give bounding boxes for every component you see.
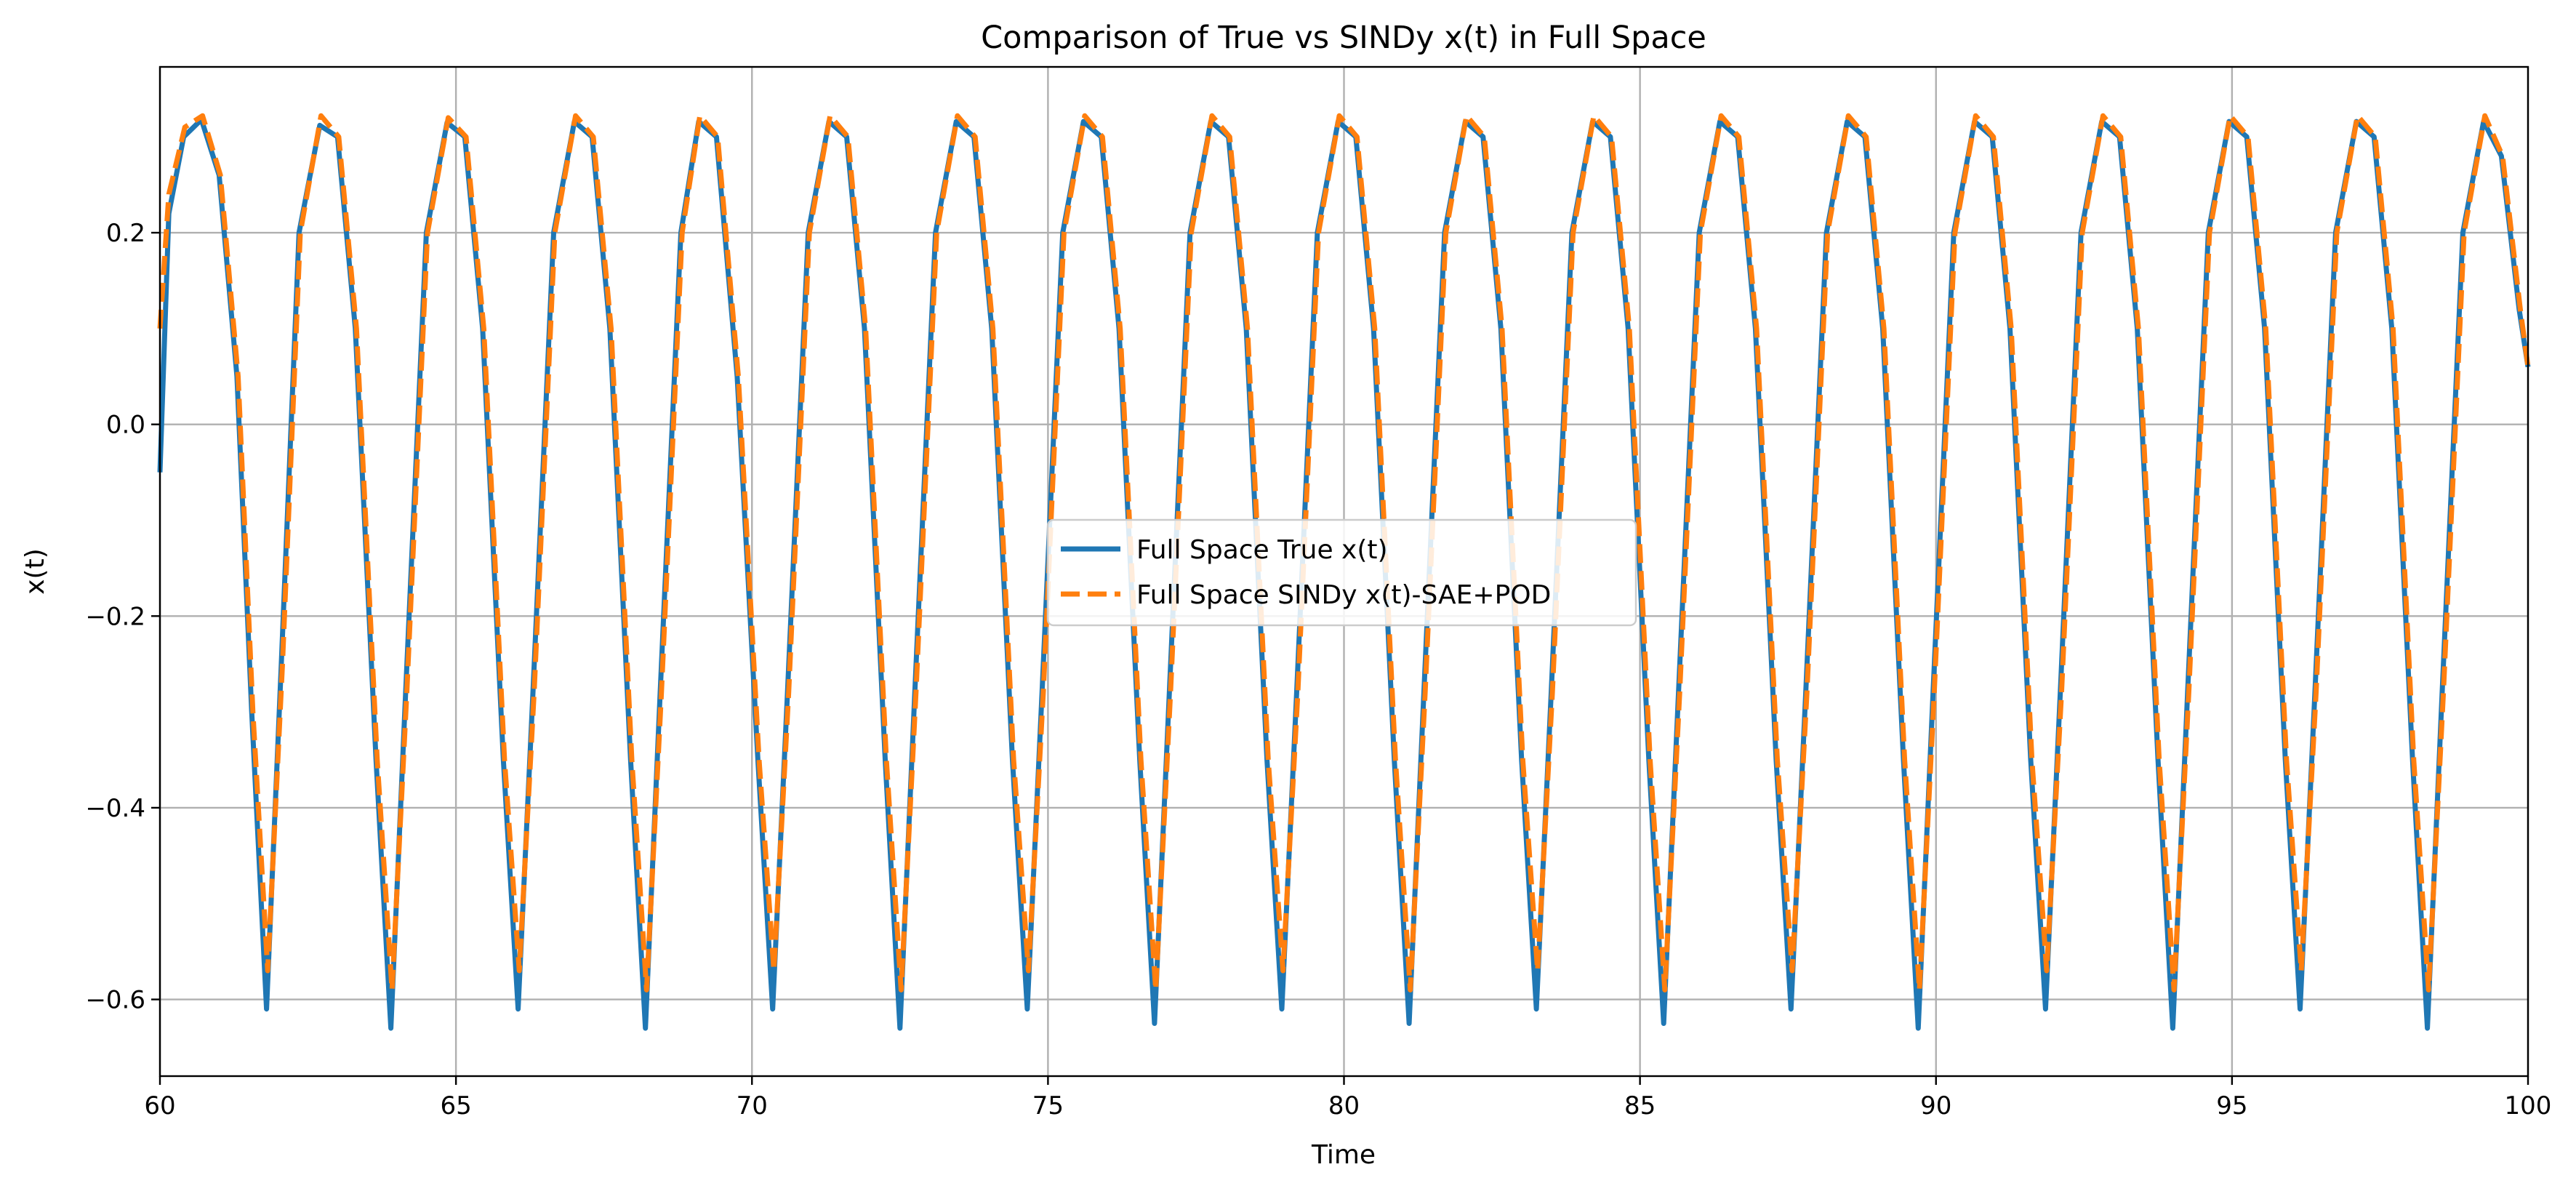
y-tick-label: 0.0: [106, 411, 145, 440]
x-tick-label: 75: [1032, 1091, 1064, 1120]
legend: Full Space True x(t) Full Space SINDy x(t…: [1046, 518, 1637, 627]
y-tick-label: −0.6: [85, 986, 145, 1015]
y-tick-label: 0.2: [106, 219, 145, 248]
x-axis-label: Time: [1311, 1140, 1376, 1170]
y-tick-label: −0.4: [85, 794, 145, 823]
x-tick-label: 65: [440, 1091, 471, 1120]
x-tick-label: 60: [144, 1091, 175, 1120]
legend-label: Full Space True x(t): [1136, 535, 1388, 565]
x-tick-label: 70: [737, 1091, 768, 1120]
y-tick-label: −0.2: [85, 602, 145, 631]
x-axis: 60 65 70 75 80 85 90 95 100: [144, 1076, 2551, 1120]
x-tick-label: 95: [2216, 1091, 2247, 1120]
legend-box: [1046, 518, 1637, 627]
x-tick-label: 100: [2505, 1091, 2552, 1120]
series-line-sindy: [157, 113, 2531, 992]
x-tick-label: 90: [1920, 1091, 1951, 1120]
x-tick-label: 85: [1624, 1091, 1656, 1120]
x-tick-label: 80: [1328, 1091, 1360, 1120]
y-axis: −0.6 −0.4 −0.2 0.0 0.2: [85, 219, 160, 1015]
legend-label: Full Space SINDy x(t)-SAE+POD: [1136, 580, 1551, 610]
chart-title: Comparison of True vs SINDy x(t) in Full…: [981, 20, 1706, 56]
y-axis-label: x(t): [20, 548, 50, 595]
series-layer: [157, 113, 2531, 1031]
